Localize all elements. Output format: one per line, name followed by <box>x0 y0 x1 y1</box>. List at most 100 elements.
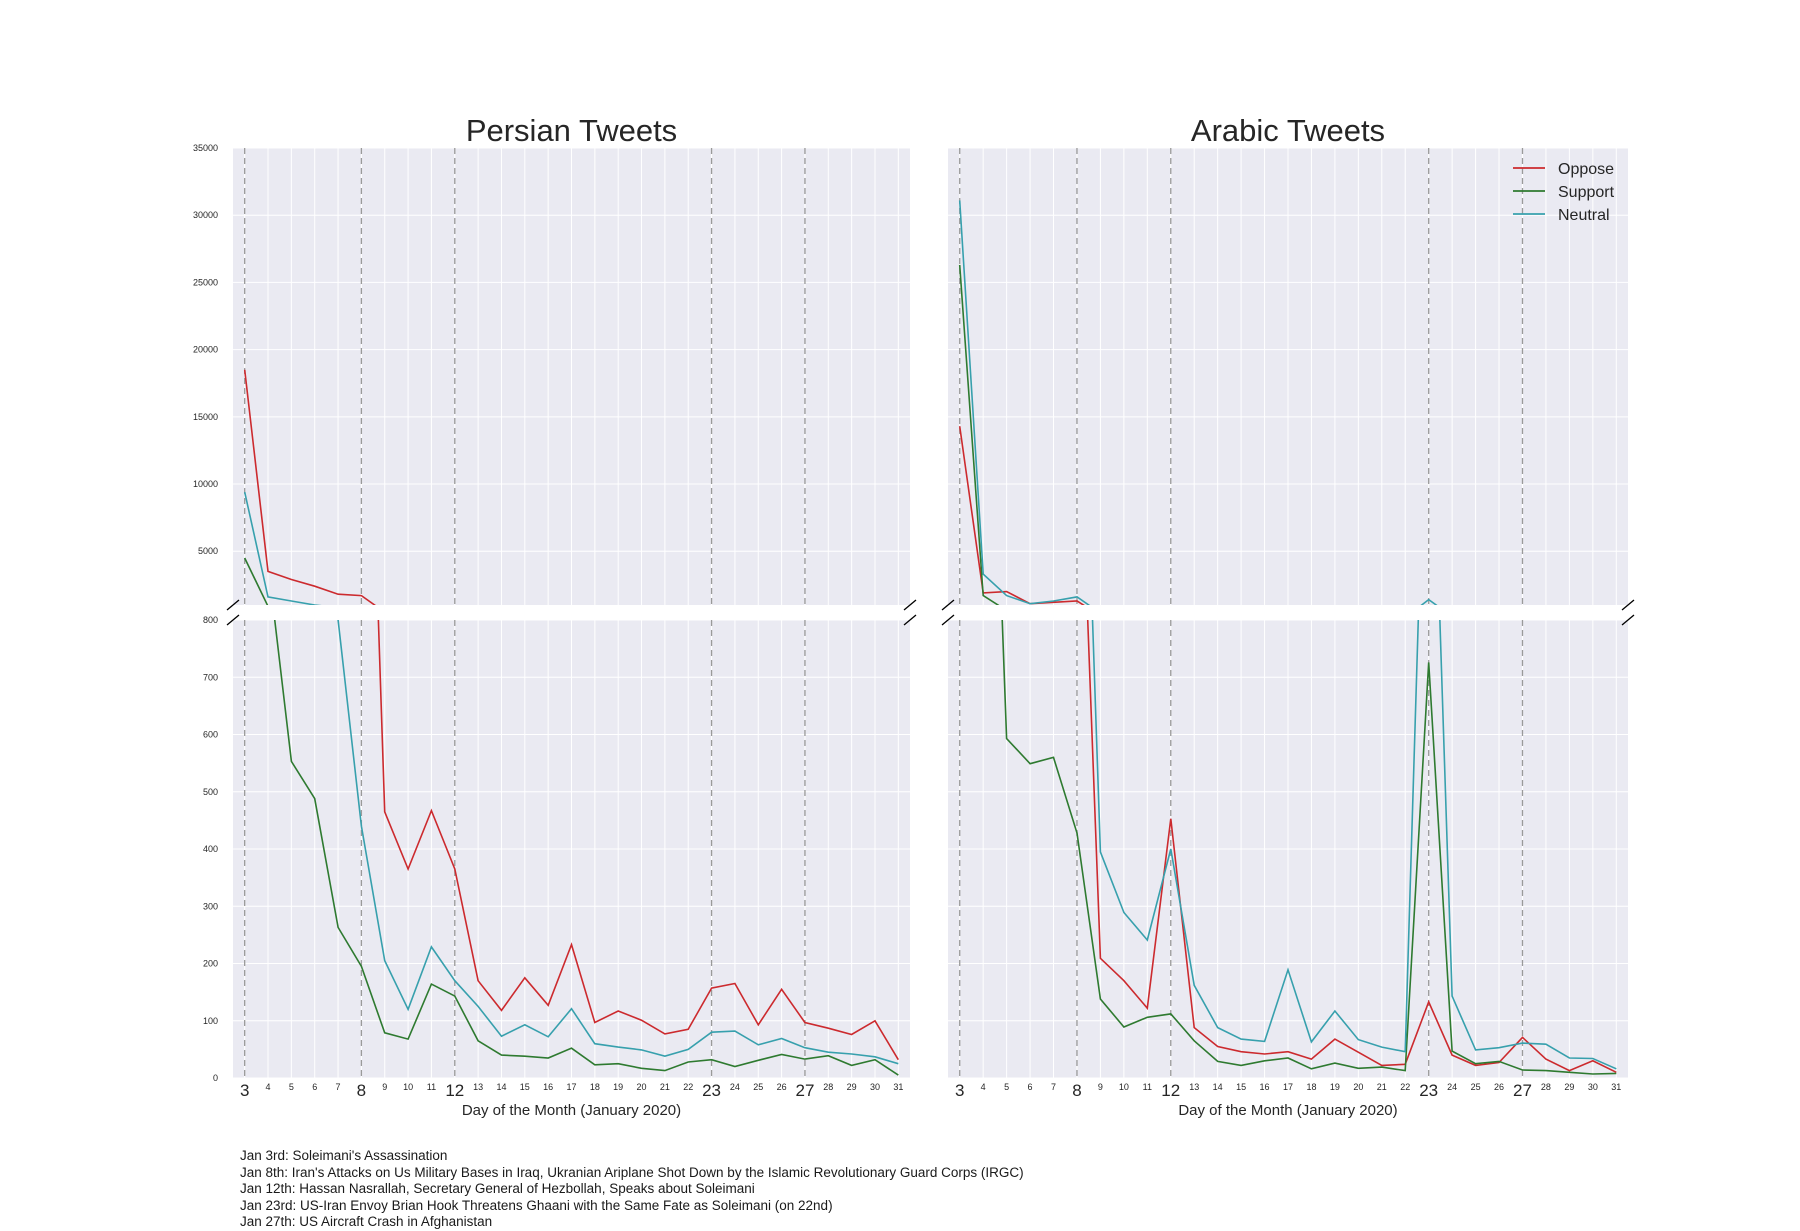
legend-label: Oppose <box>1558 161 1614 178</box>
event-note: Jan 3rd: Soleimani's Assassination <box>240 1148 448 1163</box>
x-tick-label: 15 <box>1236 1082 1246 1092</box>
event-note: Jan 27th: US Aircraft Crash in Afghanist… <box>240 1214 493 1229</box>
series-line-lower-support <box>1001 620 1617 1075</box>
y-tick-label: 600 <box>203 730 218 740</box>
series-line-upper-neutral <box>958 200 1438 605</box>
x-tick-label: 5 <box>1004 1082 1009 1092</box>
y-tick-label: 400 <box>203 844 218 854</box>
y-tick-label: 800 <box>203 615 218 625</box>
axis-break-mark <box>226 614 240 626</box>
x-tick-label: 6 <box>1028 1082 1033 1092</box>
x-tick-label: 8 <box>1072 1081 1081 1100</box>
x-tick-label: 9 <box>1098 1082 1103 1092</box>
x-tick-label: 11 <box>427 1082 436 1092</box>
x-tick-label: 8 <box>357 1081 366 1100</box>
x-tick-label: 12 <box>445 1081 464 1100</box>
x-tick-label: 11 <box>1143 1082 1152 1092</box>
x-tick-label: 23 <box>702 1081 721 1100</box>
series-line-lower-neutral <box>1091 620 1617 1070</box>
x-tick-label: 24 <box>730 1082 740 1092</box>
series-line-upper-oppose <box>243 369 376 605</box>
x-tick-label: 21 <box>660 1082 670 1092</box>
x-tick-label: 31 <box>893 1082 903 1092</box>
x-tick-label: 7 <box>1051 1082 1056 1092</box>
x-tick-label: 15 <box>520 1082 530 1092</box>
event-note: Jan 12th: Hassan Nasrallah, Secretary Ge… <box>240 1181 755 1196</box>
x-tick-label: 21 <box>1377 1082 1387 1092</box>
x-tick-label: 14 <box>1213 1082 1223 1092</box>
y-tick-label: 15000 <box>193 412 218 422</box>
panel-0: 5000 10000 15000 20000 25000 30000 35000 0 100 20… <box>193 113 917 1119</box>
legend-label: Support <box>1558 184 1615 201</box>
axis-break-mark <box>941 599 955 611</box>
x-tick-label: 19 <box>1330 1082 1340 1092</box>
series-line-lower-neutral <box>337 620 899 1065</box>
y-tick-label: 700 <box>203 672 218 682</box>
legend-label: Neutral <box>1558 207 1610 224</box>
x-tick-label: 18 <box>590 1082 600 1092</box>
series-line-lower-oppose <box>377 620 899 1061</box>
y-tick-label: 300 <box>203 901 218 911</box>
x-tick-label: 31 <box>1611 1082 1621 1092</box>
x-tick-label: 7 <box>336 1082 341 1092</box>
x-axis-label: Day of the Month (January 2020) <box>462 1102 681 1119</box>
axis-break-mark <box>941 614 955 626</box>
x-tick-label: 16 <box>1260 1082 1270 1092</box>
y-tick-label: 200 <box>203 959 218 969</box>
axis-break-mark <box>1621 599 1635 611</box>
y-tick-label: 5000 <box>198 546 218 556</box>
x-tick-label: 6 <box>312 1082 317 1092</box>
axis-break-mark <box>1621 614 1635 626</box>
y-tick-label: 20000 <box>193 345 218 355</box>
x-tick-label: 13 <box>473 1082 483 1092</box>
x-tick-label: 4 <box>981 1082 986 1092</box>
x-tick-label: 10 <box>1119 1082 1129 1092</box>
x-tick-label: 24 <box>1447 1082 1457 1092</box>
x-tick-label: 29 <box>1564 1082 1574 1092</box>
x-tick-label: 20 <box>1353 1082 1363 1092</box>
x-tick-label: 5 <box>289 1082 294 1092</box>
panel-1: 3 4 5 6 7 8 9 10 11 12 13 14 15 16 17 18 19 20 21 22 23 24 25 2… <box>941 113 1635 1119</box>
x-tick-label: 25 <box>753 1082 763 1092</box>
x-tick-label: 10 <box>403 1082 413 1092</box>
x-tick-label: 3 <box>955 1081 964 1100</box>
x-tick-label: 26 <box>777 1082 787 1092</box>
x-tick-label: 28 <box>823 1082 833 1092</box>
event-notes: Jan 3rd: Soleimani's Assassination Jan 8… <box>240 1148 1024 1231</box>
series-line-lower-oppose <box>1086 620 1617 1074</box>
x-tick-label: 27 <box>1513 1081 1532 1100</box>
x-tick-label: 19 <box>613 1082 623 1092</box>
x-tick-label: 22 <box>683 1082 693 1092</box>
x-tick-label: 17 <box>1283 1082 1293 1092</box>
x-tick-label: 20 <box>637 1082 647 1092</box>
x-tick-label: 3 <box>240 1081 249 1100</box>
y-tick-label: 100 <box>203 1016 218 1026</box>
x-tick-label: 28 <box>1541 1082 1551 1092</box>
x-tick-label: 25 <box>1471 1082 1481 1092</box>
series-line-upper-oppose <box>958 426 1085 605</box>
axis-break-mark <box>903 614 917 626</box>
chart-title: Persian Tweets <box>466 113 677 148</box>
x-tick-label: 30 <box>1588 1082 1598 1092</box>
x-tick-label: 12 <box>1161 1081 1180 1100</box>
x-tick-label: 18 <box>1306 1082 1316 1092</box>
y-tick-label: 10000 <box>193 479 218 489</box>
x-tick-label: 4 <box>266 1082 271 1092</box>
y-tick-label: 25000 <box>193 277 218 287</box>
event-note: Jan 23rd: US-Iran Envoy Brian Hook Threa… <box>240 1197 833 1213</box>
chart-title: Arabic Tweets <box>1191 113 1385 148</box>
x-tick-label: 9 <box>382 1082 387 1092</box>
y-tick-label: 35000 <box>193 143 218 153</box>
event-note: Jan 8th: Iran's Attacks on Us Military B… <box>240 1164 1024 1180</box>
axis-break-mark <box>226 599 240 611</box>
x-tick-label: 23 <box>1419 1081 1438 1100</box>
series-line-lower-support <box>273 620 899 1076</box>
x-tick-label: 27 <box>795 1081 814 1100</box>
x-tick-label: 29 <box>847 1082 857 1092</box>
x-tick-label: 26 <box>1494 1082 1504 1092</box>
x-tick-label: 13 <box>1189 1082 1199 1092</box>
x-tick-label: 30 <box>870 1082 880 1092</box>
y-tick-label: 30000 <box>193 210 218 220</box>
x-tick-label: 14 <box>496 1082 506 1092</box>
